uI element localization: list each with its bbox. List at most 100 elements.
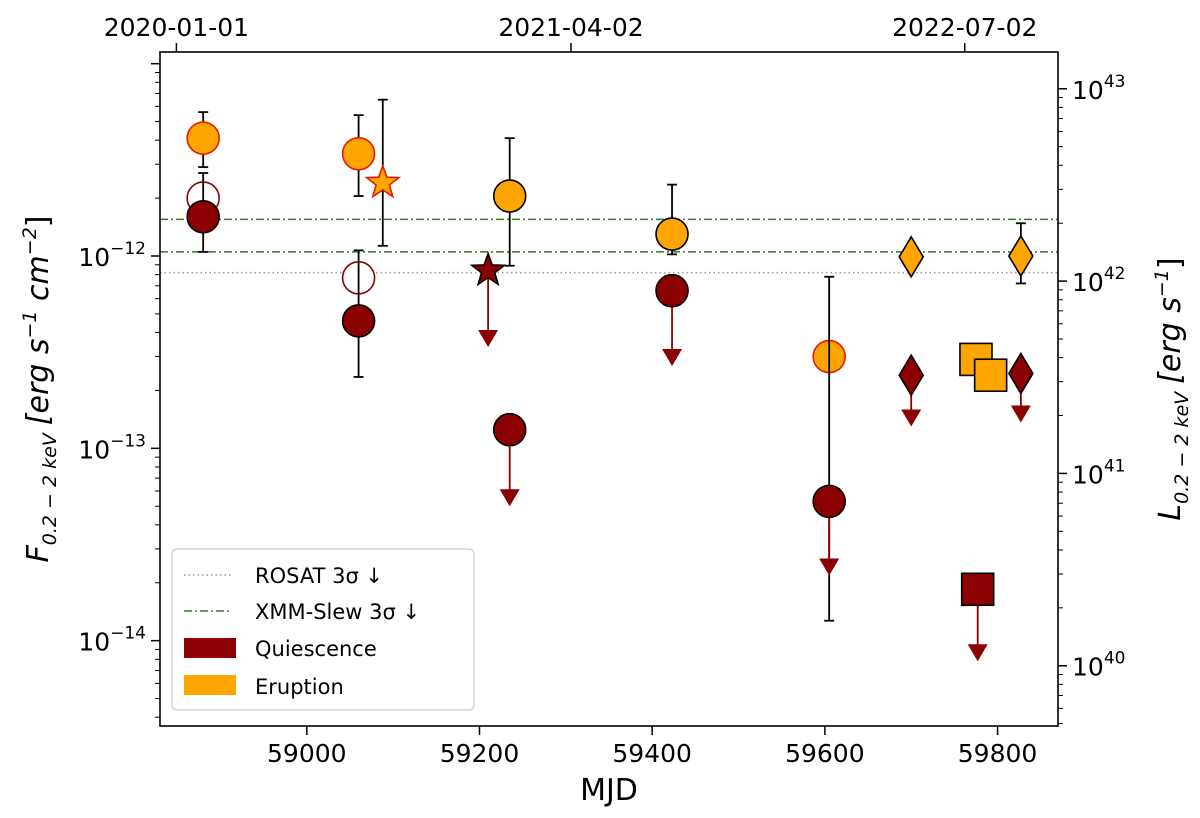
circle-marker [186, 121, 220, 155]
upper-limit-arrow [478, 330, 499, 348]
y-right-tick-label: 1042 [1072, 264, 1125, 297]
svg-text:F0.2 − 2 keV[erg s−1 cm−2]: F0.2 − 2 keV [erg s−1 cm−2] [19, 215, 61, 562]
top-tick-label: 2020-01-01 [104, 13, 249, 42]
y-left-tick-label: 10−14 [78, 624, 146, 657]
y-left-label-main: F [21, 545, 56, 563]
x-tick-label: 59000 [267, 739, 347, 768]
x-tick-label: 59400 [612, 739, 692, 768]
y-left-label-sub: 0.2 − 2 keV [39, 431, 61, 545]
data-point [469, 251, 507, 348]
tick-base: 10 [78, 243, 110, 272]
circle-marker [655, 273, 689, 308]
data-point [364, 98, 402, 247]
star-marker [469, 251, 507, 287]
circle-marker [655, 217, 689, 251]
circle-marker [341, 136, 376, 171]
y-right-tick-label: 1043 [1072, 72, 1125, 105]
upper-limit-arrow [499, 489, 520, 507]
diamond-marker [898, 353, 925, 397]
y-right-label-exp1: −1 [1151, 269, 1173, 297]
circle-marker [492, 179, 527, 213]
circle-marker [812, 484, 846, 519]
y-axis-label-right: L0.2 − 2 keV [erg s−1] [1151, 257, 1193, 520]
x-axis-label: MJD [580, 773, 638, 808]
y-left-label-units: [erg s [21, 338, 56, 425]
upper-limit-arrow [967, 644, 988, 662]
data-point [1007, 222, 1034, 285]
data-series [186, 98, 1034, 662]
svg-text:L0.2 − 2 keV[erg s−1]: L0.2 − 2 keV [erg s−1] [1151, 257, 1193, 520]
upper-limit-arrow [1010, 405, 1031, 423]
y-right-label-close: ] [1153, 257, 1188, 269]
legend: ROSAT 3σ ↓ XMM-Slew 3σ ↓ Quiescence Erup… [171, 548, 475, 711]
diamond-marker [1007, 351, 1034, 396]
y-right-label-main: L [1153, 504, 1188, 521]
x-tick-label: 59200 [440, 739, 520, 768]
legend-swatch-eruption [184, 675, 236, 695]
y-left-label-mid: cm [21, 255, 56, 310]
square-marker [973, 358, 1008, 393]
tick-base: 10 [78, 435, 110, 464]
legend-box [171, 548, 475, 711]
y-right-tick-label: 1040 [1072, 649, 1125, 682]
reference-lines [160, 218, 1058, 274]
upper-limit-arrow [662, 348, 683, 366]
data-point [812, 275, 846, 622]
circle-marker [186, 199, 220, 234]
data-point [960, 572, 995, 662]
tick-exponent: −14 [110, 624, 146, 644]
data-point [898, 235, 925, 279]
tick-exponent: 40 [1104, 649, 1126, 669]
y-left-label-close: ] [21, 215, 56, 227]
tick-base: 10 [1072, 460, 1104, 489]
tick-exponent: 42 [1104, 264, 1126, 284]
x-tick-label: 59600 [785, 739, 865, 768]
tick-exponent: −13 [110, 431, 146, 451]
tick-exponent: 43 [1104, 72, 1126, 92]
y-left-tick-label: 10−13 [78, 431, 146, 464]
data-point [655, 183, 689, 256]
data-point [973, 358, 1008, 393]
upper-limit-arrow [819, 558, 840, 576]
data-point [1007, 351, 1034, 423]
tick-exponent: 41 [1104, 456, 1126, 476]
tick-base: 10 [1072, 268, 1104, 297]
upper-limit-arrow [901, 409, 922, 427]
legend-swatch-quiescence [184, 638, 236, 658]
data-point [341, 249, 376, 378]
top-tick-label: 2021-04-02 [498, 13, 643, 42]
data-point [492, 137, 527, 267]
data-point [186, 172, 220, 253]
diamond-marker [1007, 234, 1034, 278]
diamond-marker [898, 235, 925, 279]
y-left-tick-label: 10−12 [78, 239, 146, 272]
legend-label-quiescence: Quiescence [255, 637, 377, 661]
y-left-label-exp1: −1 [19, 310, 41, 338]
circle-marker [492, 412, 527, 447]
data-point [492, 412, 527, 507]
tick-base: 10 [78, 628, 110, 657]
legend-label-xmm-slew: XMM-Slew 3σ ↓ [255, 600, 420, 624]
y-left-label-exp2: −2 [19, 227, 41, 255]
tick-base: 10 [1072, 653, 1104, 682]
data-point [186, 111, 220, 168]
x-tick-label: 59800 [958, 739, 1038, 768]
legend-label-eruption: Eruption [255, 675, 344, 699]
data-point [341, 114, 376, 197]
plot-frame [159, 51, 1059, 727]
tick-base: 10 [1072, 76, 1104, 105]
y-axis-label-left: F0.2 − 2 keV [erg s−1 cm−2] [19, 215, 61, 562]
star-marker [364, 163, 402, 199]
data-point [655, 273, 689, 366]
y-right-label-sub: 0.2 − 2 keV [1171, 390, 1193, 504]
y-right-tick-label: 1041 [1072, 456, 1125, 489]
legend-label-rosat: ROSAT 3σ ↓ [255, 564, 383, 588]
data-point [898, 353, 925, 427]
top-tick-label: 2022-07-02 [892, 13, 1037, 42]
circle-marker [341, 304, 376, 338]
tick-exponent: −12 [110, 239, 146, 259]
square-marker [960, 572, 995, 607]
axes: 59000 59200 59400 59600 59800 2020-01-01 2021-… [78, 13, 1125, 768]
y-right-label-units: [erg s [1153, 297, 1188, 384]
